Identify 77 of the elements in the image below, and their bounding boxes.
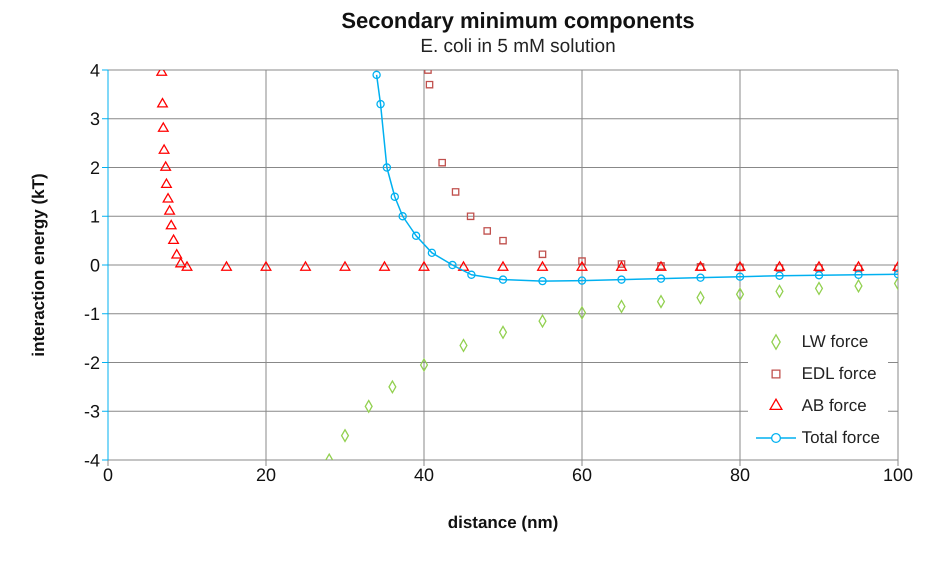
point <box>158 122 169 132</box>
point <box>376 100 385 108</box>
y-tick-label: -2 <box>84 352 100 373</box>
point <box>426 80 434 88</box>
point <box>854 270 863 279</box>
x-tick-label: 0 <box>102 464 114 485</box>
point <box>448 260 457 270</box>
point <box>382 163 392 172</box>
y-tick-label: 0 <box>90 255 100 276</box>
x-tick-label: 40 <box>414 464 434 485</box>
point <box>538 276 547 286</box>
point <box>162 192 174 203</box>
point <box>398 212 407 220</box>
point <box>466 212 474 220</box>
point <box>696 273 705 282</box>
point <box>158 144 170 154</box>
x-tick-label: 100 <box>882 464 914 485</box>
x-axis-title: distance (nm) <box>448 513 558 532</box>
point <box>814 271 824 280</box>
point <box>498 275 508 284</box>
point <box>467 270 476 279</box>
point <box>171 249 182 259</box>
y-tick-label: 4 <box>90 60 100 80</box>
legend-label: AB force <box>802 396 867 416</box>
point <box>168 234 180 244</box>
y-tick-label: -4 <box>84 450 100 470</box>
point <box>379 261 390 271</box>
point <box>774 261 785 271</box>
point <box>616 261 627 271</box>
point <box>576 261 588 271</box>
point <box>538 250 546 258</box>
point <box>498 261 508 271</box>
point <box>617 275 626 284</box>
chart-subtitle: E. coli in 5 mM solution <box>419 36 617 58</box>
x-tick-label: 60 <box>572 464 592 485</box>
y-tick-label: -3 <box>84 402 100 422</box>
point <box>390 192 399 201</box>
point <box>164 205 176 215</box>
x-tick-label: 20 <box>256 464 276 485</box>
point <box>428 248 436 258</box>
point <box>412 232 420 240</box>
point <box>418 261 430 271</box>
point <box>734 261 746 271</box>
x-tick-label: 80 <box>730 464 750 485</box>
legend-label: EDL force <box>802 364 877 384</box>
point <box>221 261 232 271</box>
point <box>175 258 186 268</box>
point <box>736 272 744 281</box>
legend-label: LW force <box>802 332 868 352</box>
point <box>656 274 666 283</box>
point <box>161 178 172 188</box>
point <box>483 227 492 235</box>
point <box>853 261 864 271</box>
point <box>458 261 469 271</box>
point <box>578 257 586 265</box>
point <box>775 272 784 280</box>
point <box>260 261 272 271</box>
point <box>438 158 446 166</box>
y-tick-label: 2 <box>90 158 100 178</box>
y-tick-label: 3 <box>90 109 100 130</box>
y-axis-title: interaction energy (kT) <box>29 173 48 357</box>
point <box>499 236 507 244</box>
point <box>537 261 548 271</box>
point <box>340 261 350 271</box>
point <box>182 261 192 271</box>
chart-title: Secondary minimum components <box>340 8 696 34</box>
point <box>372 70 381 80</box>
point <box>452 188 460 196</box>
point <box>166 220 177 230</box>
point <box>300 261 311 271</box>
legend-label: Total force <box>802 428 880 448</box>
y-tick-label: 1 <box>90 206 100 227</box>
point <box>814 261 824 271</box>
point <box>578 276 586 285</box>
y-tick-label: -1 <box>84 304 100 324</box>
point <box>157 98 168 108</box>
point <box>160 161 172 171</box>
